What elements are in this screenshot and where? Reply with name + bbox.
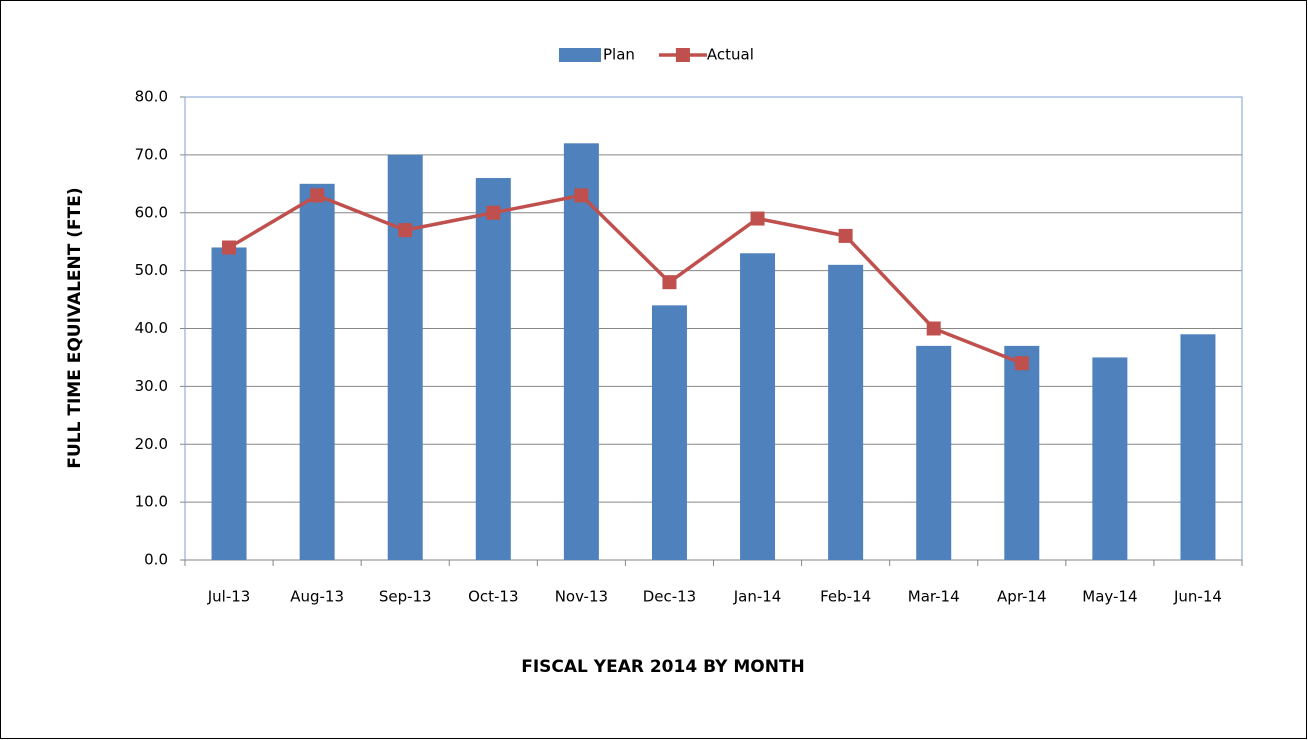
bar: [1004, 345, 1040, 560]
bar: [740, 253, 776, 560]
marker: [662, 275, 677, 290]
y-tick-label: 80.0: [135, 88, 168, 106]
bar: [651, 305, 687, 560]
x-axis-title: FISCAL YEAR 2014 BY MONTH: [521, 657, 805, 677]
marker: [750, 211, 765, 226]
bar: [387, 154, 423, 560]
x-tick-label: Jun-14: [1173, 588, 1222, 606]
marker: [310, 188, 325, 203]
line: [228, 193, 1023, 365]
y-tick-label: 0.0: [144, 551, 168, 569]
y-tick-label: 20.0: [135, 435, 168, 453]
bar: [828, 264, 864, 560]
bar: [1180, 334, 1216, 560]
marker: [574, 188, 589, 203]
marker: [398, 223, 413, 238]
x-tick-label: Oct-13: [468, 588, 518, 606]
bar: [916, 345, 952, 560]
x-tick-label: Dec-13: [643, 588, 697, 606]
legend-label: Plan: [603, 46, 635, 64]
y-tick-label: 30.0: [135, 377, 168, 395]
x-tick-label: Apr-14: [997, 588, 1047, 606]
bar: [563, 143, 599, 561]
y-tick-label: 70.0: [135, 145, 168, 163]
x-tick-label: Mar-14: [908, 588, 960, 606]
y-tick-label: 50.0: [135, 261, 168, 279]
bar: [211, 247, 247, 560]
x-tick-label: Jan-14: [733, 588, 782, 606]
bar: [299, 183, 335, 560]
x-tick-label: Sep-13: [379, 588, 432, 606]
y-tick-label: 60.0: [135, 203, 168, 221]
marker: [486, 205, 501, 220]
y-tick-label: 10.0: [135, 493, 168, 511]
legend-label: Actual: [707, 46, 754, 64]
marker: [926, 321, 941, 336]
y-tick-label: 40.0: [135, 319, 168, 337]
x-tick-label: May-14: [1082, 588, 1137, 606]
x-tick-label: Nov-13: [555, 588, 608, 606]
x-tick-label: Jul-13: [207, 588, 251, 606]
x-tick-label: Feb-14: [820, 588, 871, 606]
marker: [222, 240, 237, 255]
bar: [1092, 357, 1128, 560]
y-axis-title: FULL TIME EQUIVALENT (FTE): [65, 187, 85, 468]
marker: [838, 228, 853, 243]
bar: [475, 178, 511, 560]
legend-swatch: [675, 48, 690, 62]
marker: [1014, 356, 1029, 371]
legend-swatch: [559, 48, 601, 62]
x-tick-label: Aug-13: [290, 588, 344, 606]
